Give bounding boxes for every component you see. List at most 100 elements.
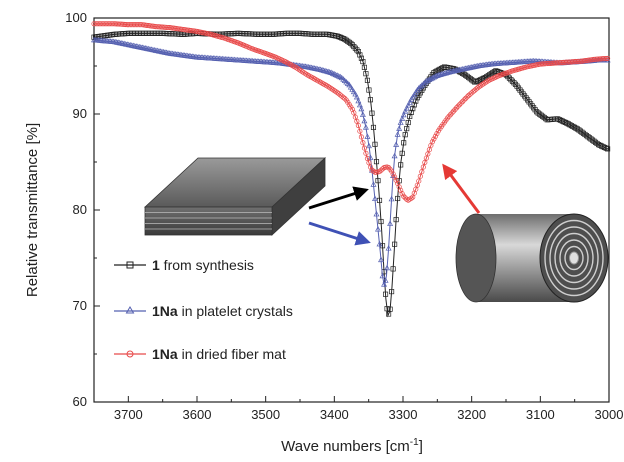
data-point xyxy=(355,97,362,104)
legend-label-bold: 1Na xyxy=(152,346,178,362)
data-point xyxy=(402,132,408,138)
data-point xyxy=(358,134,364,140)
data-point xyxy=(394,131,401,137)
data-point xyxy=(349,42,355,48)
legend-label: in dried fiber mat xyxy=(178,346,286,362)
data-point xyxy=(396,125,403,131)
data-point xyxy=(509,78,516,84)
data-point xyxy=(322,67,329,74)
series-group xyxy=(91,21,611,318)
data-point xyxy=(395,180,401,186)
data-point xyxy=(410,106,416,112)
data-point xyxy=(367,164,374,170)
legend-item-synthesis: 1 from synthesis xyxy=(114,257,254,273)
legend-item-fiber: 1Na in dried fiber mat xyxy=(114,346,286,362)
data-point xyxy=(461,97,467,103)
data-point xyxy=(393,177,399,183)
data-point xyxy=(359,111,366,117)
data-point xyxy=(602,144,608,151)
data-point xyxy=(444,115,451,121)
data-point xyxy=(363,71,369,77)
legend-item-platelet: 1Na in platelet crystals xyxy=(114,303,293,319)
data-point xyxy=(357,128,363,134)
data-point xyxy=(384,306,390,312)
data-point xyxy=(332,71,339,78)
legend-label-bold: 1Na xyxy=(152,303,178,319)
data-point xyxy=(378,256,385,263)
data-point xyxy=(387,306,393,312)
svg-text:1Na in platelet crystals: 1Na in platelet crystals xyxy=(152,303,293,319)
data-point xyxy=(386,165,392,171)
data-point xyxy=(411,102,417,108)
data-point xyxy=(434,131,440,137)
data-point xyxy=(371,195,378,202)
data-point xyxy=(339,93,345,99)
x-tick-label: 3100 xyxy=(526,407,555,422)
data-point xyxy=(415,85,422,91)
x-tick-label: 3300 xyxy=(389,407,418,422)
data-point xyxy=(467,91,473,97)
data-point xyxy=(385,245,392,251)
data-point xyxy=(348,40,354,46)
data-point xyxy=(357,52,363,58)
data-point xyxy=(340,35,346,42)
data-point xyxy=(386,311,392,317)
data-point xyxy=(469,90,475,96)
data-point xyxy=(571,124,577,130)
data-point xyxy=(358,55,364,61)
data-point xyxy=(379,166,386,172)
arrow-to-fiber-curve xyxy=(442,163,481,214)
data-point xyxy=(511,80,517,86)
data-point xyxy=(481,75,487,81)
data-point xyxy=(455,103,461,109)
data-point xyxy=(389,168,395,174)
data-point xyxy=(458,100,464,106)
y-tick-label: 80 xyxy=(73,202,87,217)
data-point xyxy=(367,97,374,103)
data-point xyxy=(373,159,380,165)
y-axis-title: Relative transmittance [%] xyxy=(24,123,41,297)
data-point xyxy=(383,291,389,297)
x-tick-label: 3500 xyxy=(251,407,280,422)
data-point xyxy=(361,64,367,70)
data-point xyxy=(466,92,472,98)
data-point xyxy=(406,99,413,105)
data-point xyxy=(508,77,514,83)
data-point xyxy=(429,139,435,145)
data-point xyxy=(373,210,380,217)
data-point xyxy=(417,83,424,90)
data-point xyxy=(335,73,342,79)
legend-label: in platelet crystals xyxy=(178,303,293,319)
data-point xyxy=(457,102,463,108)
data-point xyxy=(605,146,611,152)
data-point xyxy=(603,145,609,151)
data-point xyxy=(325,68,332,75)
data-point xyxy=(378,218,384,225)
legend-marker-square xyxy=(126,261,134,269)
x-tick-label: 3600 xyxy=(183,407,212,422)
x-axis-title-end: ] xyxy=(419,438,423,455)
data-point xyxy=(358,105,365,112)
data-point xyxy=(398,162,404,168)
data-point xyxy=(372,141,378,147)
data-point xyxy=(352,45,358,51)
data-point xyxy=(378,167,384,173)
data-point xyxy=(398,187,404,193)
data-point xyxy=(460,98,466,105)
data-point xyxy=(376,240,383,247)
data-point xyxy=(365,142,372,149)
data-point xyxy=(328,69,335,75)
legend-marker-triangle xyxy=(125,306,135,314)
data-point xyxy=(407,113,413,120)
data-point xyxy=(384,264,391,271)
data-point xyxy=(351,43,357,50)
x-tick-label: 3000 xyxy=(595,407,624,422)
data-point xyxy=(361,145,367,151)
data-point xyxy=(337,92,343,98)
data-point xyxy=(512,81,519,87)
y-tick-label: 90 xyxy=(73,106,87,121)
data-point xyxy=(376,169,383,175)
data-point xyxy=(387,220,394,226)
data-point xyxy=(400,111,407,118)
svg-text:1 from synthesis: 1 from synthesis xyxy=(152,257,254,273)
